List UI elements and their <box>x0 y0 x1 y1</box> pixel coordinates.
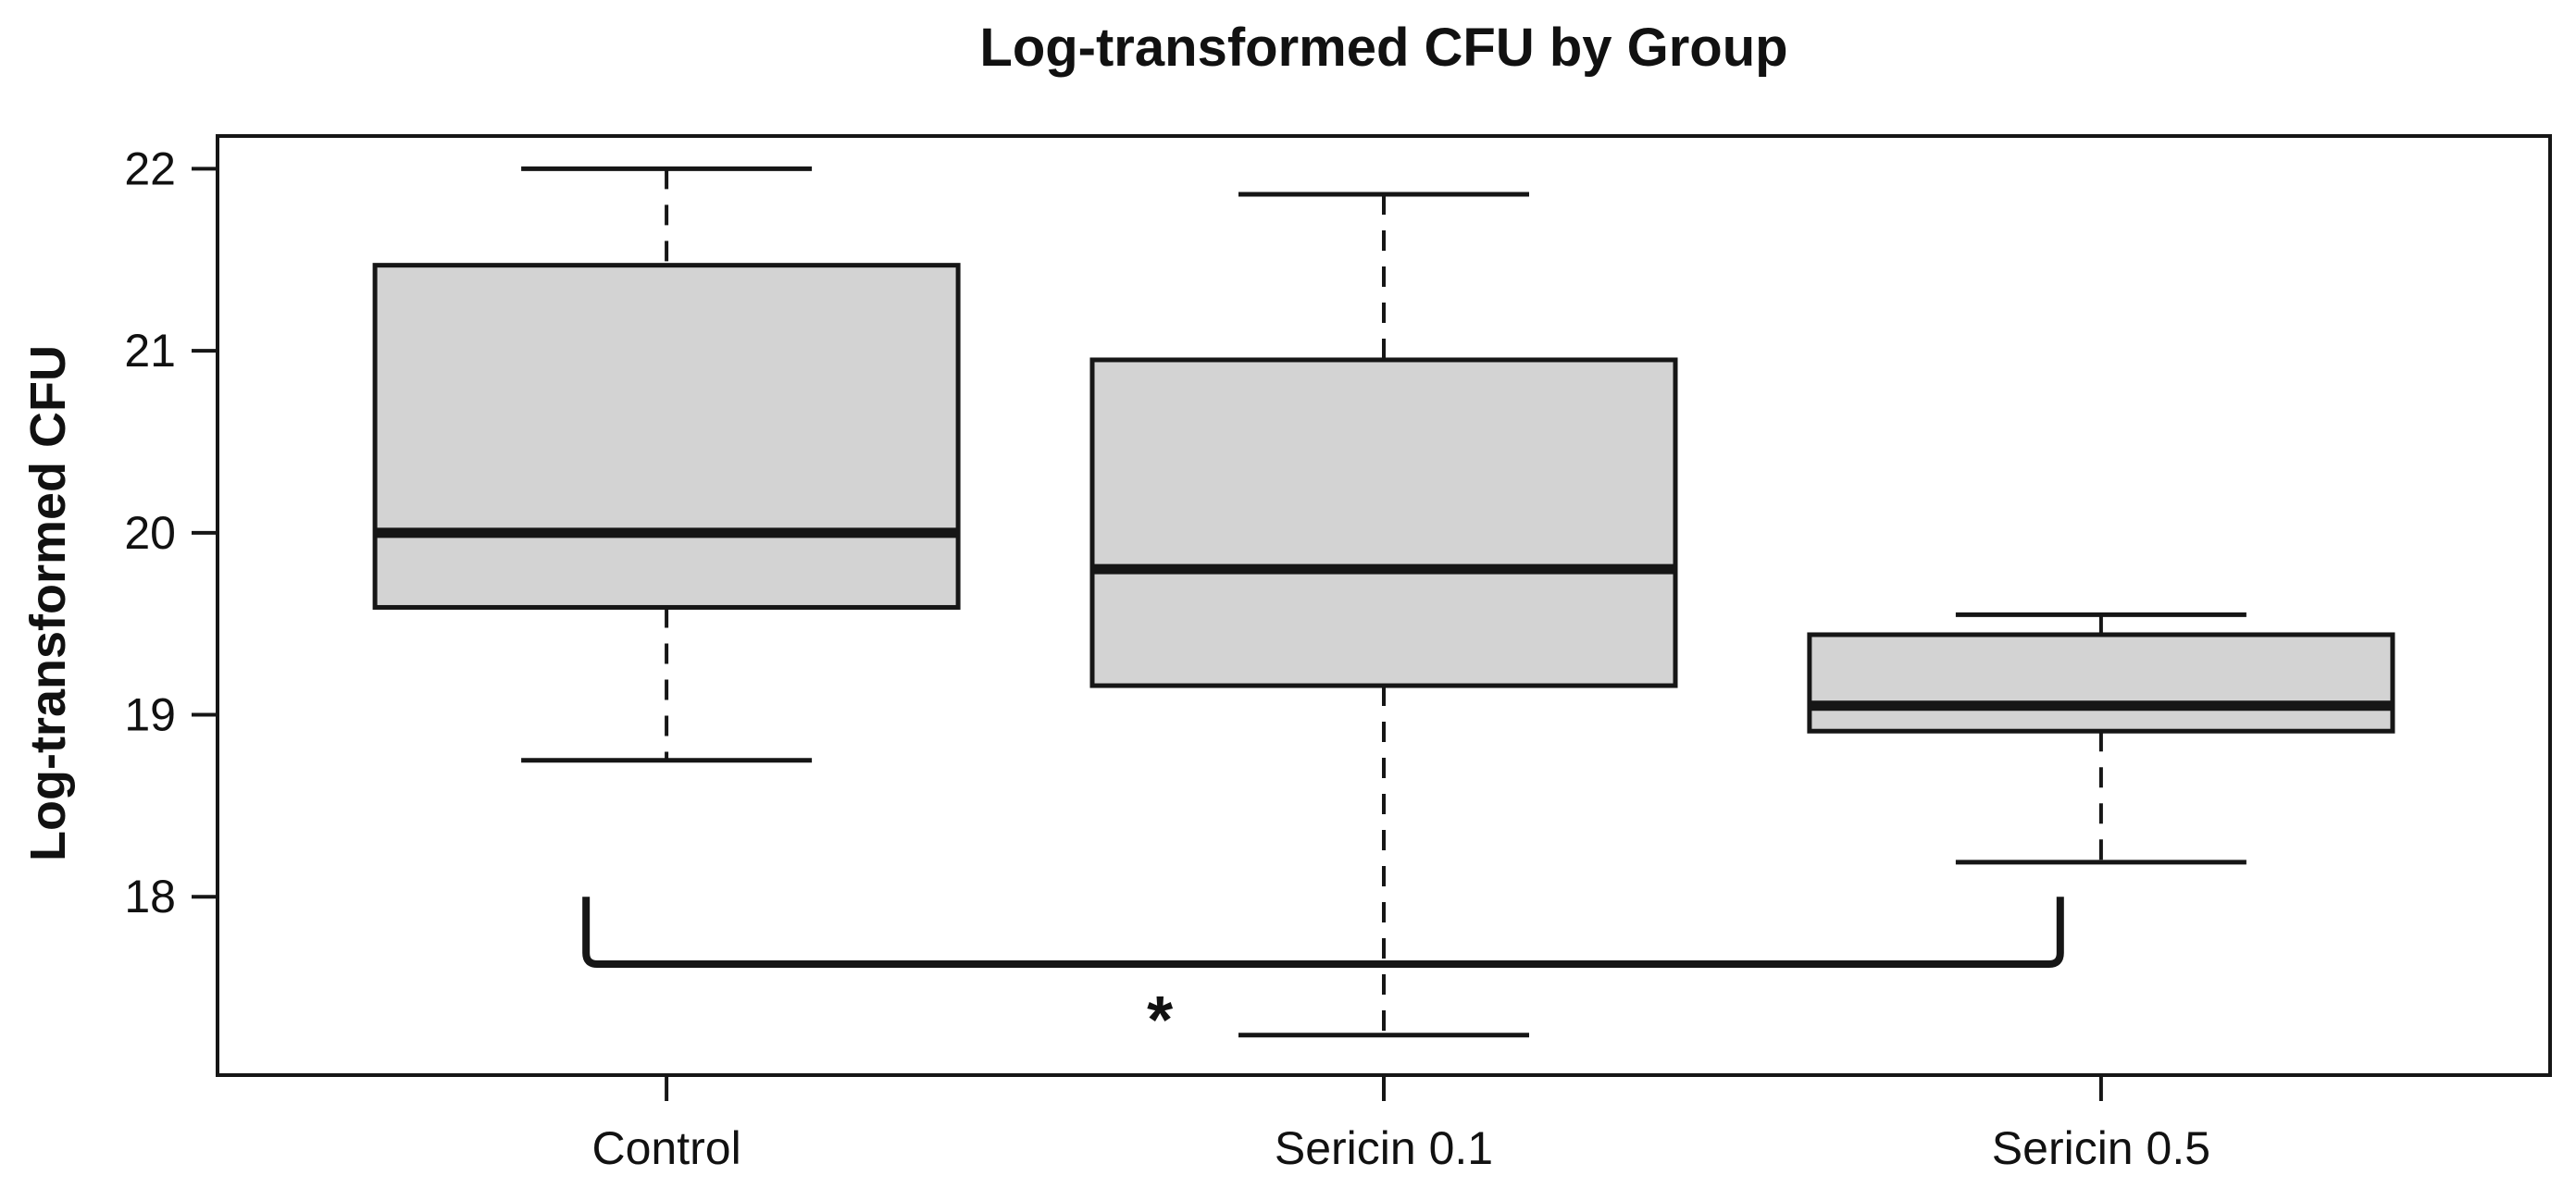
iqr-box <box>1089 357 1678 688</box>
significance-bracket <box>582 897 2064 969</box>
y-tick-label: 18 <box>124 871 176 922</box>
iqr-box <box>372 263 961 610</box>
y-axis-label: Log-transformed CFU <box>20 345 76 861</box>
plot-frame <box>216 134 2552 1077</box>
x-category-label: Sericin 0.1 <box>1275 1122 1493 1174</box>
y-tick-label: 19 <box>124 689 176 741</box>
chart-title: Log-transformed CFU by Group <box>979 18 1788 78</box>
iqr-box <box>1807 632 2396 734</box>
x-category-label: Sericin 0.5 <box>1992 1122 2210 1174</box>
x-category-label: Control <box>592 1122 741 1174</box>
y-tick-label: 21 <box>124 325 176 377</box>
y-tick-label: 22 <box>124 142 176 194</box>
y-tick-label: 20 <box>124 507 176 559</box>
significance-star: * <box>1147 984 1173 1058</box>
